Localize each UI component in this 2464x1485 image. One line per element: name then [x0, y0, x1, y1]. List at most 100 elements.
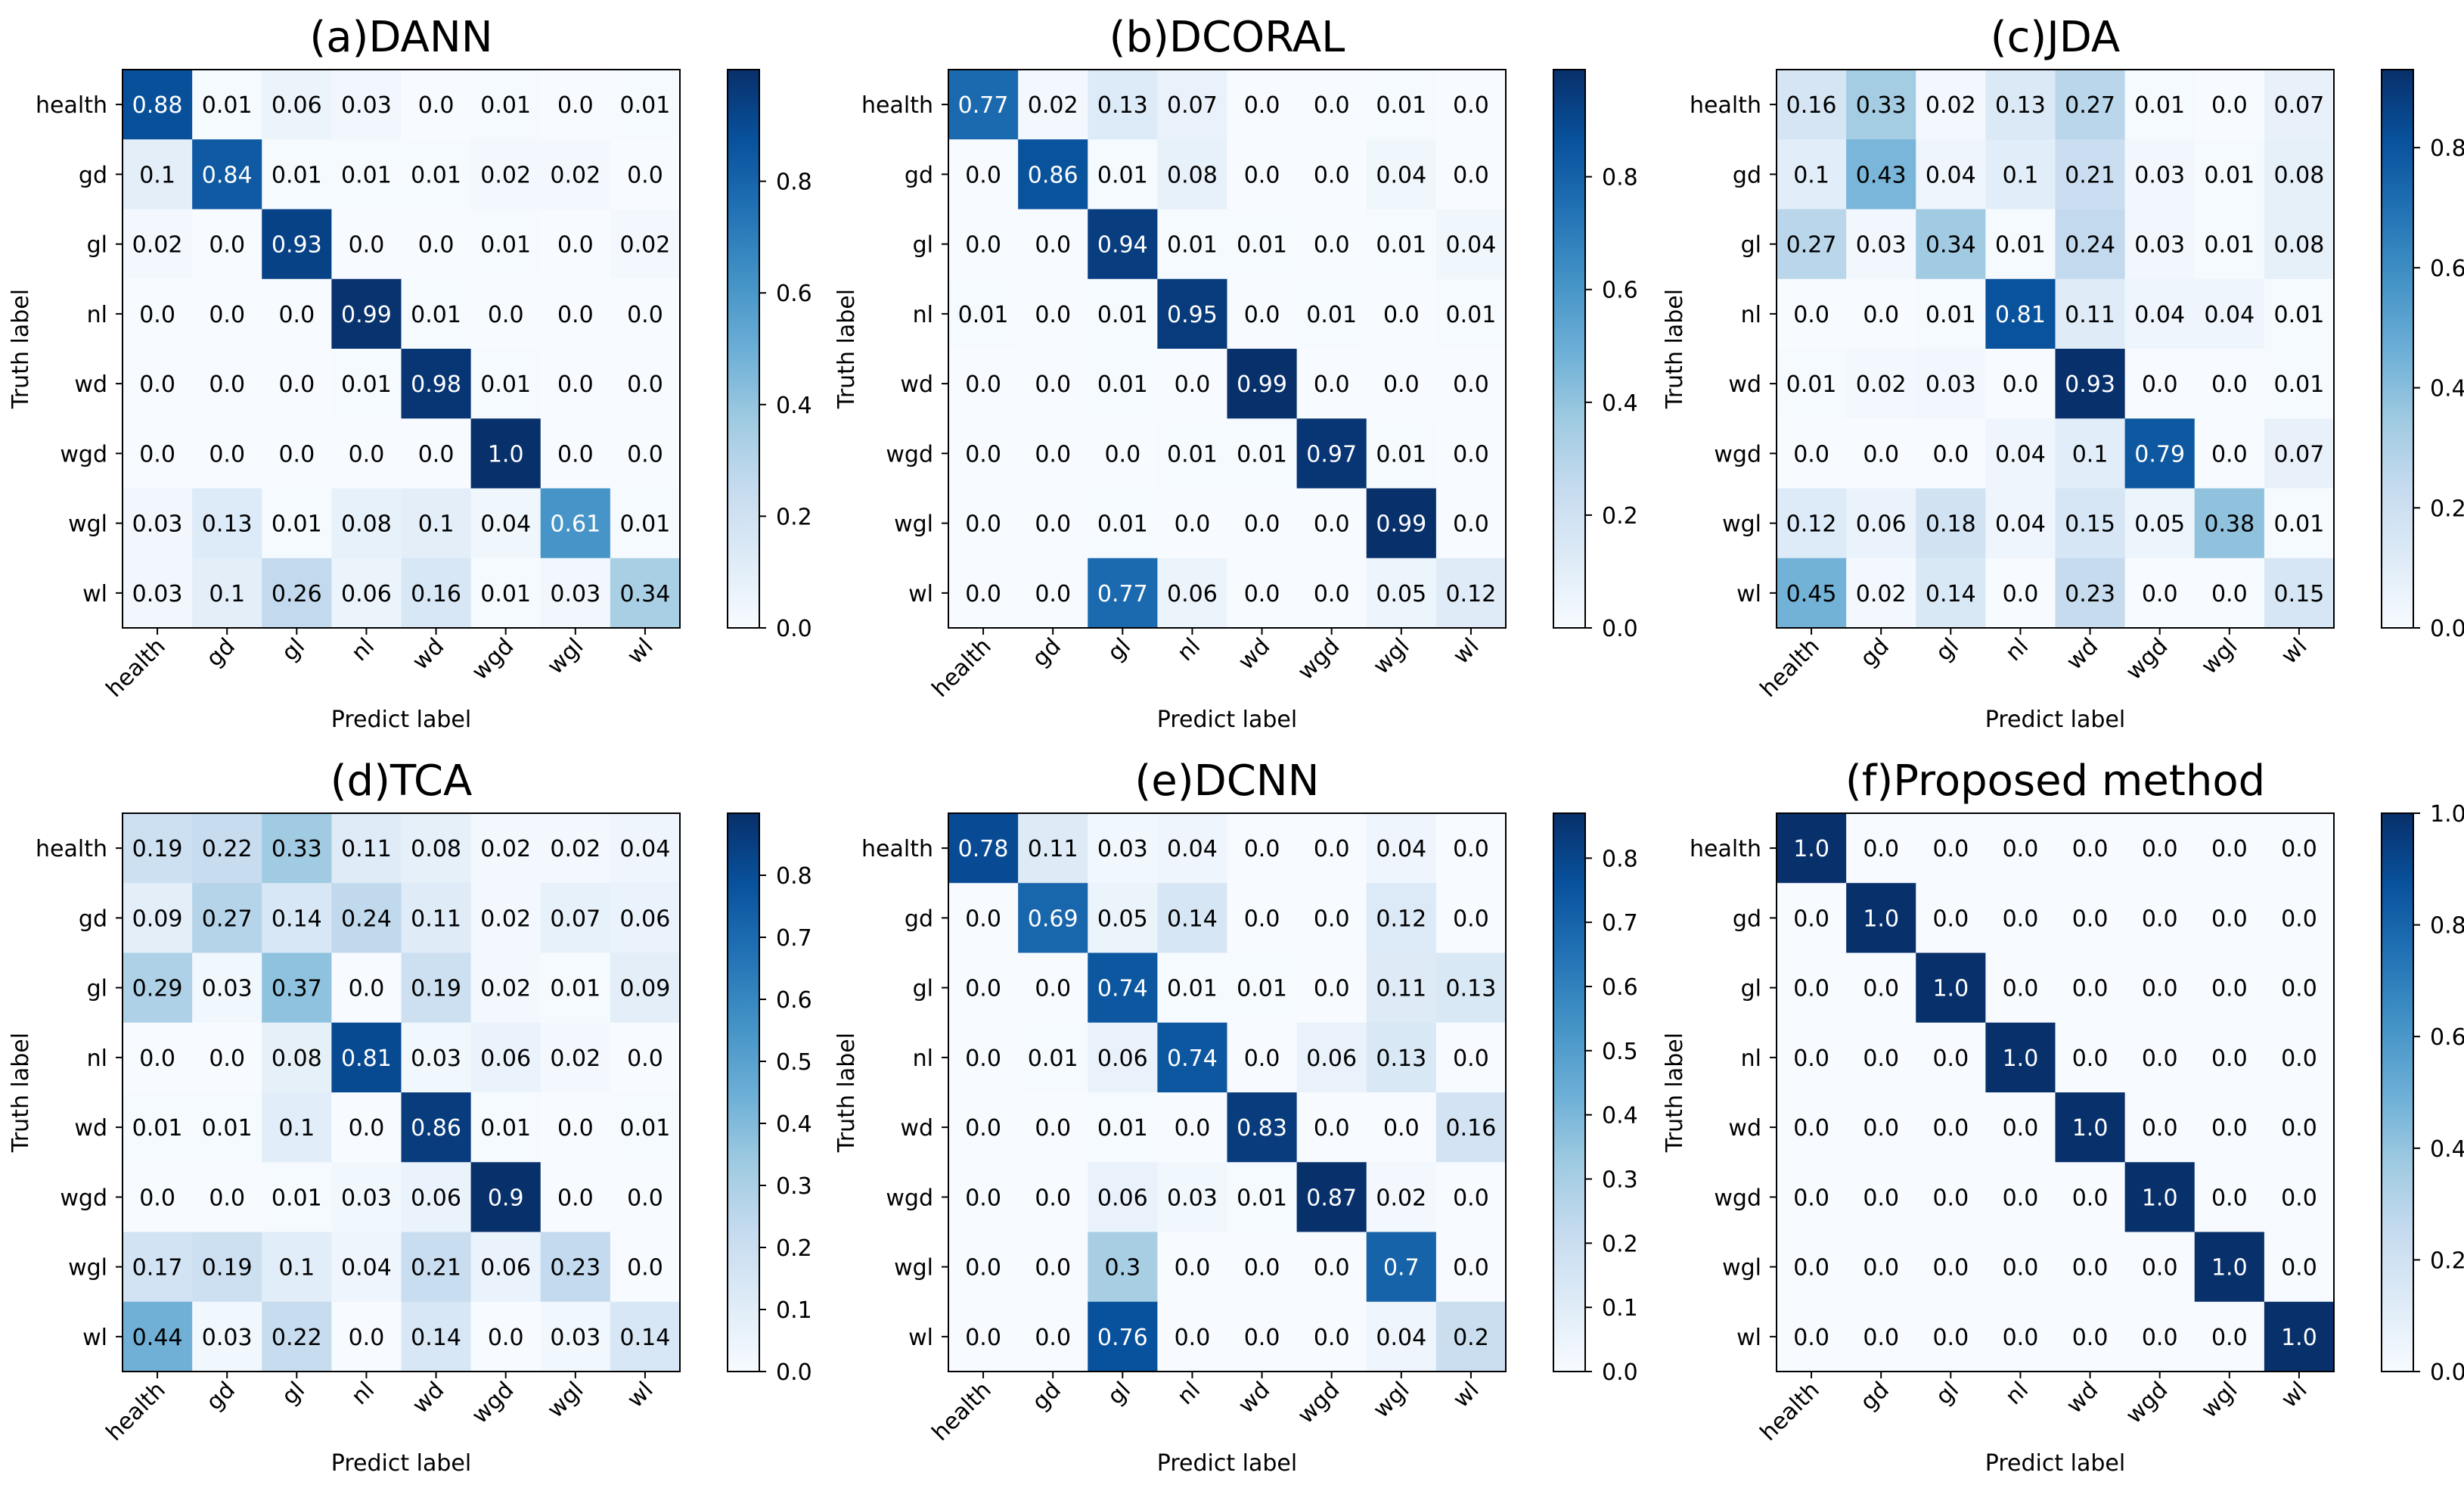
- cell-value: 0.09: [132, 906, 183, 932]
- heatmap-cell: [948, 1232, 1019, 1303]
- cell-value: 0.13: [1995, 92, 2046, 119]
- x-tick-label: health: [927, 633, 997, 703]
- cell-value: 0.0: [278, 441, 315, 468]
- cell-value: 0.04: [620, 836, 671, 862]
- heatmap-cell: [1777, 70, 1847, 140]
- y-tick-label: wd: [900, 371, 933, 398]
- cell-value: 0.0: [1863, 302, 1899, 328]
- heatmap-cell: [262, 813, 332, 884]
- heatmap-cell: [470, 1022, 542, 1093]
- cell-value: 0.03: [202, 1325, 253, 1351]
- cell-value: 0.0: [1244, 92, 1280, 119]
- heatmap-cell: [2194, 209, 2265, 280]
- y-axis-label: Truth label: [833, 289, 860, 409]
- cell-value: 0.0: [2211, 581, 2248, 607]
- y-axis-label: Truth label: [8, 289, 34, 409]
- colorbar-tick-label: 0.8: [1602, 846, 1638, 872]
- heatmap-cell: [610, 813, 681, 884]
- cell-value: 0.13: [1097, 92, 1148, 119]
- heatmap-cell: [262, 278, 332, 350]
- cell-value: 0.37: [272, 976, 322, 1002]
- colorbar-tick-label: 0.5: [1602, 1039, 1638, 1065]
- cell-value: 0.0: [1175, 371, 1211, 398]
- cell-value: 0.0: [627, 371, 663, 398]
- heatmap-cell: [1227, 813, 1298, 884]
- colorbar-tick-label: 0.8: [776, 863, 812, 890]
- heatmap-cell: [948, 278, 1019, 350]
- cell-value: 0.97: [1306, 441, 1357, 468]
- heatmap-cell: [123, 1232, 193, 1303]
- cell-value: 0.03: [132, 511, 183, 538]
- panel-title: (b)DCORAL: [1109, 13, 1345, 62]
- cell-value: 0.01: [202, 1115, 253, 1142]
- heatmap-cell: [1018, 1162, 1088, 1233]
- colorbar-tick-label: 0.6: [2430, 1024, 2464, 1051]
- cell-value: 0.0: [418, 92, 455, 119]
- cell-value: 1.0: [2072, 1115, 2109, 1142]
- cell-value: 0.06: [1306, 1045, 1357, 1072]
- heatmap-cell: [331, 813, 402, 884]
- confusion-matrix-panel: (c)JDA 0.16 0.33 0.02 0.13 0.27 0.01 0.0 0.07 0.1…: [1662, 13, 2464, 733]
- cell-value: 0.0: [1314, 1255, 1350, 1282]
- cell-value: 0.24: [341, 906, 392, 932]
- cell-value: 0.0: [1453, 1185, 1489, 1211]
- x-tick-label: wd: [2062, 1377, 2104, 1419]
- heatmap-cell: [192, 488, 262, 559]
- heatmap-cell: [1846, 1232, 1916, 1303]
- cell-value: 0.3: [1104, 1255, 1140, 1282]
- cell-value: 0.0: [1035, 581, 1071, 607]
- heatmap-cell: [2055, 349, 2126, 419]
- y-tick-label: wgl: [68, 1255, 107, 1282]
- heatmap-cell: [2264, 349, 2335, 419]
- cell-value: 0.03: [132, 581, 183, 607]
- cell-value: 0.06: [480, 1045, 531, 1072]
- cell-value: 0.16: [1446, 1115, 1497, 1142]
- x-tick-label: wgd: [2121, 1377, 2173, 1429]
- colorbar-tick-label: 0.8: [2430, 135, 2464, 162]
- cell-value: 0.0: [557, 441, 594, 468]
- heatmap-cell: [401, 883, 472, 954]
- heatmap-cell: [1157, 952, 1228, 1024]
- heatmap-cell: [948, 813, 1019, 884]
- x-tick-label: wd: [1234, 633, 1276, 676]
- cell-value: 0.04: [1167, 836, 1218, 862]
- cell-value: 0.01: [2134, 92, 2185, 119]
- colorbar-tick-label: 0.4: [776, 1111, 812, 1138]
- cell-value: 0.01: [480, 232, 531, 259]
- cell-value: 0.0: [1932, 441, 1969, 468]
- x-tick-label: gl: [1931, 633, 1964, 666]
- heatmap-cell: [1088, 488, 1158, 559]
- cell-value: 0.01: [132, 1115, 183, 1142]
- heatmap-cell: [1088, 70, 1158, 140]
- heatmap-cell: [2124, 1022, 2196, 1093]
- heatmap-cell: [2264, 813, 2335, 884]
- heatmap-cell: [1846, 70, 1916, 140]
- heatmap-cell: [1916, 952, 1986, 1024]
- y-tick-label: wgl: [1722, 1255, 1761, 1282]
- heatmap-cell: [1227, 1232, 1298, 1303]
- heatmap-cell: [1227, 70, 1298, 140]
- cell-value: 0.0: [965, 1255, 1001, 1282]
- heatmap-cell: [948, 952, 1019, 1024]
- cell-value: 0.1: [2003, 162, 2039, 188]
- colorbar-tick-label: 0.6: [776, 281, 812, 307]
- heatmap-cell: [1435, 349, 1507, 419]
- cell-value: 0.83: [1237, 1115, 1287, 1142]
- heatmap-cell: [2194, 1232, 2265, 1303]
- cell-value: 0.0: [1932, 906, 1969, 932]
- heatmap-cell: [1916, 1162, 1986, 1233]
- heatmap-cell: [1366, 70, 1437, 140]
- cell-value: 0.01: [341, 371, 392, 398]
- heatmap-cell: [2124, 1162, 2196, 1233]
- cell-value: 0.21: [411, 1255, 461, 1282]
- cell-value: 0.24: [2065, 232, 2115, 259]
- cell-value: 0.09: [620, 976, 671, 1002]
- heatmap-cell: [331, 349, 402, 419]
- cell-value: 0.0: [627, 162, 663, 188]
- heatmap-cell: [1157, 1162, 1228, 1233]
- cell-value: 0.0: [1104, 441, 1140, 468]
- y-tick-label: wgl: [1722, 511, 1761, 538]
- heatmap-cell: [1366, 558, 1437, 629]
- y-tick-label: wgl: [894, 511, 933, 538]
- cell-value: 0.0: [1863, 1115, 1899, 1142]
